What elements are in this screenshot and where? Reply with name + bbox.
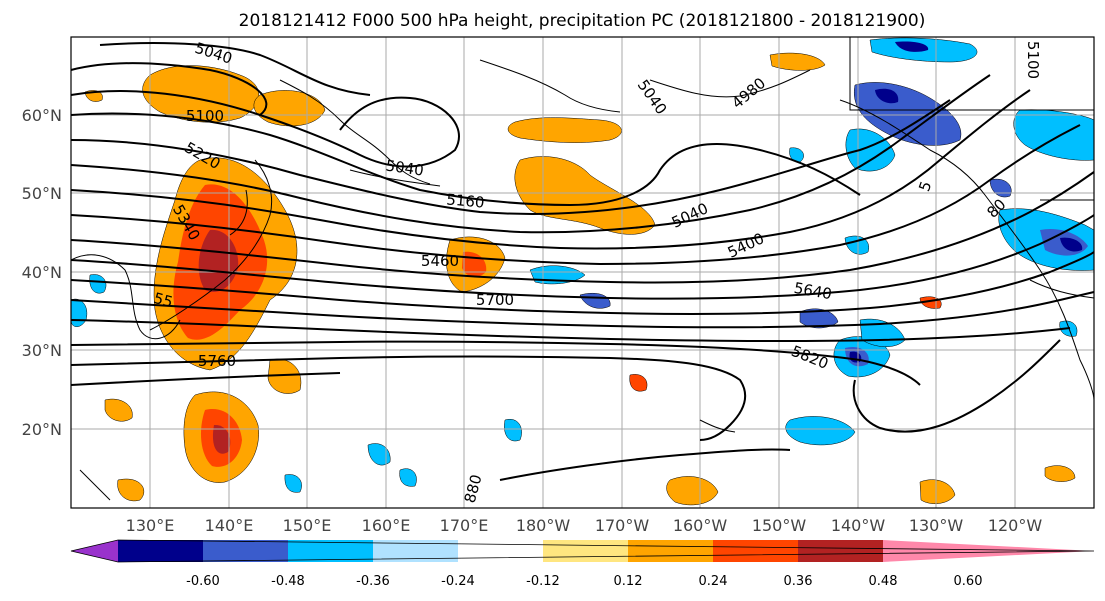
- lon-label-130e: 130°E: [126, 516, 175, 535]
- colorbar-segment: [203, 540, 288, 562]
- height-contours: [70, 42, 1095, 481]
- lat-label-30n: 30°N: [22, 341, 62, 360]
- lon-label-160e: 160°E: [362, 516, 411, 535]
- colorbar-tick: -0.24: [441, 574, 475, 589]
- lon-label-150e: 150°E: [283, 516, 332, 535]
- precip-positive-shading: [84, 52, 1076, 506]
- coastlines: [70, 37, 1095, 501]
- colorbar-segment: [628, 540, 713, 562]
- colorbar-segment: [543, 540, 628, 562]
- contour-label-5700: 5700: [476, 291, 514, 309]
- colorbar-segment: [798, 540, 883, 562]
- contour-label-5760: 5760: [198, 352, 236, 370]
- lon-label-130w: 130°W: [909, 516, 964, 535]
- colorbar-tick: -0.12: [526, 574, 560, 589]
- colorbar-tick: 0.12: [614, 574, 643, 589]
- colorbar-segment: [288, 540, 373, 562]
- contour-label-5460: 5460: [421, 252, 459, 270]
- lon-label-170e: 170°E: [440, 516, 489, 535]
- colorbar-segment: [118, 540, 203, 562]
- colorbar-segment: [458, 540, 543, 562]
- lon-label-140e: 140°E: [205, 516, 254, 535]
- lat-label-20n: 20°N: [22, 420, 62, 439]
- lon-label-140w: 140°W: [831, 516, 886, 535]
- colorbar-tick: -0.60: [186, 574, 220, 589]
- colorbar-tick: -0.36: [356, 574, 390, 589]
- lat-label-50n: 50°N: [22, 184, 62, 203]
- colorbar-tick: -0.48: [271, 574, 305, 589]
- lon-label-170w: 170°W: [595, 516, 650, 535]
- graticule: [71, 37, 1094, 508]
- contour-label-55: 55: [152, 289, 175, 311]
- lon-label-120w: 120°W: [988, 516, 1043, 535]
- lon-label-160w: 160°W: [673, 516, 728, 535]
- contour-label-5040-b: 5040: [385, 156, 425, 179]
- colorbar-min-extension: [71, 540, 118, 562]
- lat-label-40n: 40°N: [22, 263, 62, 282]
- lon-label-180w: 180°W: [516, 516, 571, 535]
- colorbar-outline: [70, 539, 1095, 563]
- colorbar-tick: 0.48: [869, 574, 898, 589]
- contour-label-5100: 5100: [186, 107, 224, 125]
- map-title: 2018121412 F000 500 hPa height, precipit…: [239, 11, 926, 31]
- colorbar-ticks: -0.60 -0.48 -0.36 -0.24 -0.12 0.12 0.24 …: [186, 574, 982, 589]
- lat-label-60n: 60°N: [22, 106, 62, 125]
- colorbar-segment: [713, 540, 798, 562]
- colorbar-tick: 0.60: [954, 574, 983, 589]
- colorbar-segment: [373, 540, 458, 562]
- contour-label-5100-b: 5100: [1024, 41, 1042, 79]
- colorbar-tick: 0.36: [784, 574, 813, 589]
- latitude-labels: 60°N 50°N 40°N 30°N 20°N: [22, 106, 62, 439]
- map-panel: 5040 5100 5220 5340 5040 5040 4980 5160 …: [70, 36, 1095, 509]
- colorbar-tick: 0.24: [699, 574, 728, 589]
- colorbar: -0.60 -0.48 -0.36 -0.24 -0.12 0.12 0.24 …: [70, 539, 1095, 589]
- map-frame: [70, 36, 1095, 509]
- contour-label-5160: 5160: [446, 190, 486, 211]
- colorbar-max-extension: [883, 540, 1094, 562]
- lon-label-150w: 150°W: [752, 516, 807, 535]
- longitude-labels: 130°E 140°E 150°E 160°E 170°E 180°W 170°…: [126, 516, 1043, 535]
